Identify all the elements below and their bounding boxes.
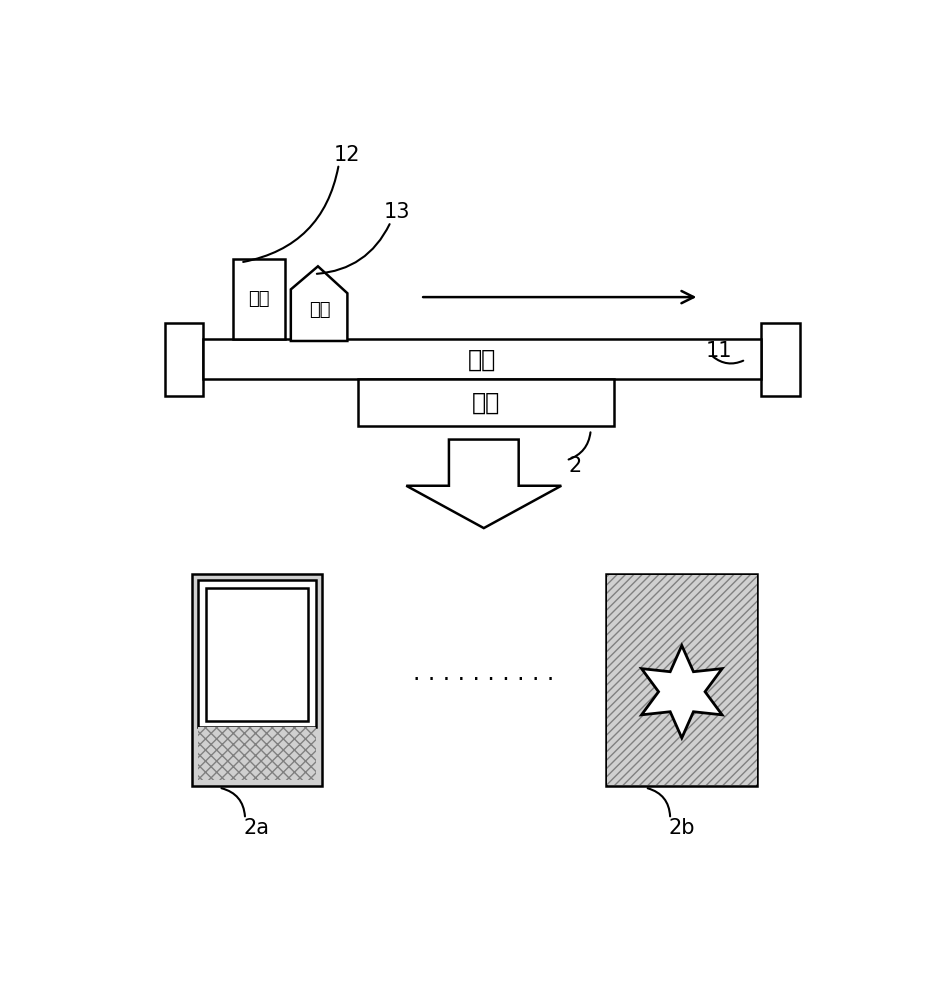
Text: 2a: 2a: [244, 818, 270, 838]
Text: 油默: 油默: [309, 301, 330, 319]
Text: 2b: 2b: [668, 818, 695, 838]
Bar: [359, 379, 614, 426]
Bar: [198, 727, 315, 780]
Bar: [607, 575, 756, 785]
Bar: [192, 574, 322, 786]
Text: 12: 12: [333, 145, 360, 165]
Bar: [761, 323, 800, 396]
Text: 网版: 网版: [468, 347, 497, 371]
Text: 11: 11: [705, 341, 732, 361]
Bar: [606, 574, 757, 786]
Text: 工件: 工件: [472, 391, 500, 415]
Bar: [233, 259, 285, 339]
Text: 刷板: 刷板: [248, 290, 270, 308]
Bar: [206, 588, 308, 721]
Polygon shape: [406, 440, 562, 528]
Bar: [164, 323, 203, 396]
Polygon shape: [642, 646, 722, 738]
Bar: [198, 580, 315, 727]
Text: 13: 13: [384, 202, 411, 222]
Text: 2: 2: [568, 456, 582, 477]
Text: · · · · · · · · · ·: · · · · · · · · · ·: [413, 668, 554, 692]
Polygon shape: [291, 266, 347, 341]
Bar: [203, 339, 761, 379]
